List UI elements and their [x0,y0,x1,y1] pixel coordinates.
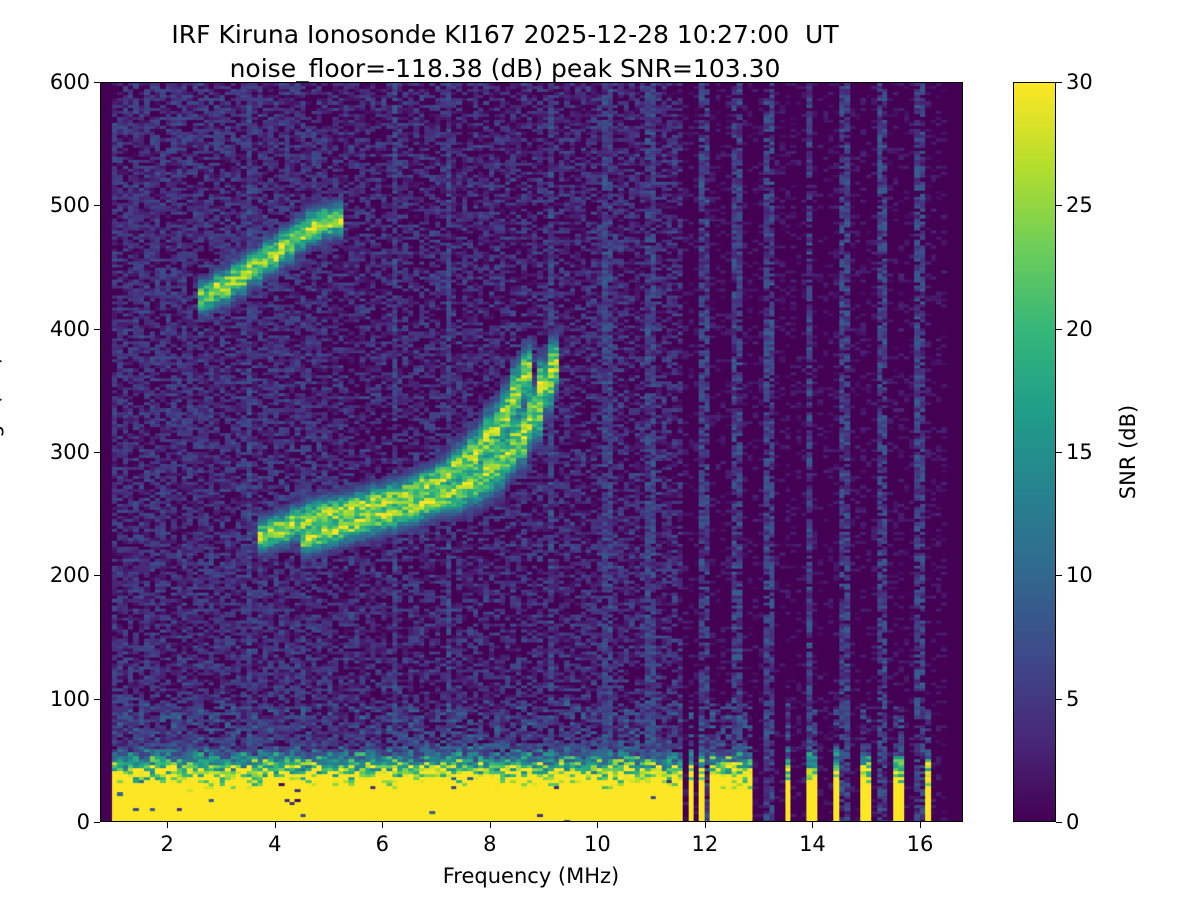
colorbar-tick-mark [1056,328,1062,330]
x-tick-mark [919,822,921,828]
x-tick-mark [597,822,599,828]
colorbar-tick-label: 0 [1066,810,1080,834]
x-tick-label: 4 [268,832,282,856]
x-tick-label: 8 [483,832,497,856]
colorbar-tick-mark [1056,698,1062,700]
y-tick-mark [94,205,100,207]
y-tick-mark [94,575,100,577]
title-line-2: noise_floor=-118.38 (dB) peak SNR=103.30 [229,54,781,83]
colorbar-gradient [1014,83,1055,821]
figure-title: IRF Kiruna Ionosonde KI167 2025-12-28 10… [0,18,1010,86]
colorbar-tick-label: 30 [1066,70,1093,94]
y-tick-label: 600 [49,70,90,94]
colorbar-tick-mark [1056,205,1062,207]
y-tick-label: 200 [49,563,90,588]
colorbar-tick-mark [1056,822,1062,823]
colorbar-tick-label: 25 [1066,193,1093,218]
y-tick-mark [94,328,100,330]
ionogram-plot-area[interactable] [100,82,963,822]
y-axis-label: Virtual range (km) [0,355,4,549]
x-tick-mark [274,822,276,828]
x-tick-label: 14 [799,832,826,856]
y-tick-mark [94,822,100,823]
x-tick-label: 2 [160,832,174,856]
y-tick-mark [94,82,100,83]
x-tick-mark [812,822,814,828]
y-tick-label: 100 [49,686,90,711]
x-tick-mark [382,822,384,828]
title-line-1: IRF Kiruna Ionosonde KI167 2025-12-28 10… [171,20,839,49]
colorbar-tick-mark [1056,82,1062,83]
x-tick-label: 6 [375,832,389,856]
x-tick-label: 12 [691,832,719,856]
y-tick-label: 400 [49,316,90,341]
colorbar-tick-mark [1056,452,1062,453]
colorbar-tick-label: 20 [1066,316,1093,341]
x-tick-mark [489,822,491,828]
x-tick-mark [704,822,706,828]
colorbar-tick-label: 15 [1066,440,1093,464]
y-tick-label: 300 [49,440,90,464]
x-tick-label: 16 [906,832,934,856]
colorbar [1013,82,1056,822]
y-tick-label: 500 [49,193,90,218]
x-axis-label: Frequency (MHz) [442,864,620,888]
y-tick-mark [94,698,100,700]
y-tick-mark [94,452,100,453]
colorbar-tick-label: 5 [1066,686,1080,711]
colorbar-tick-label: 10 [1066,563,1093,588]
y-tick-label: 0 [76,810,90,834]
ionogram-heatmap [101,83,962,821]
colorbar-label: SNR (dB) [1116,404,1140,500]
colorbar-tick-mark [1056,575,1062,577]
x-tick-mark [167,822,169,828]
x-tick-label: 10 [583,832,611,856]
